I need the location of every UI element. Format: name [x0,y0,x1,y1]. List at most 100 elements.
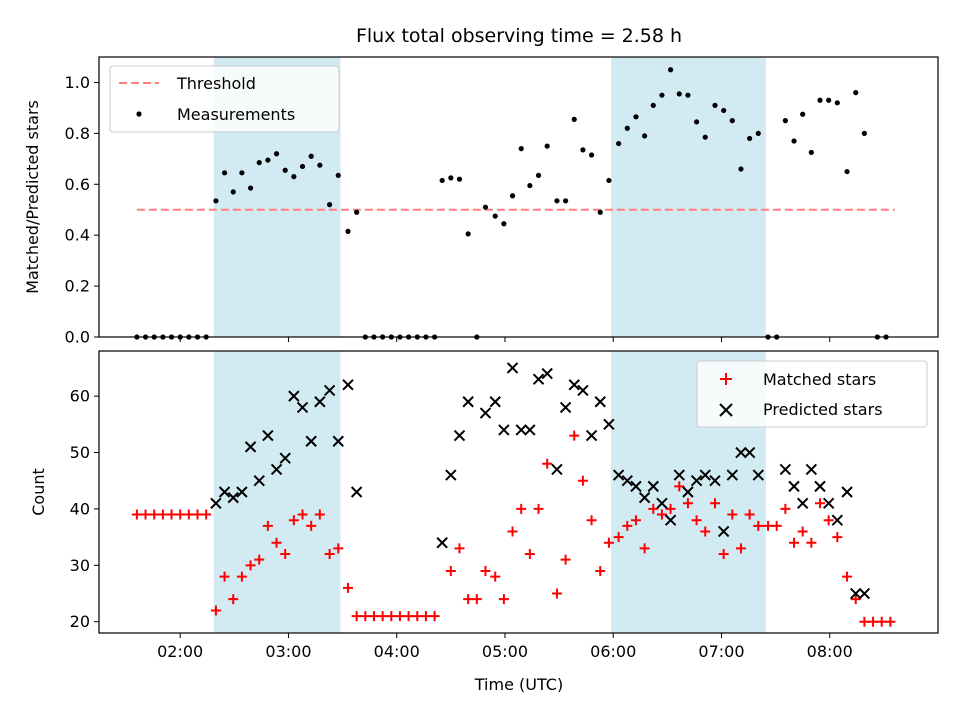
measurement-point [650,102,656,108]
matched-point [780,503,791,514]
matched-point [876,616,887,627]
measurement-point [755,130,761,136]
predicted-point [350,486,363,498]
measurement-point [606,177,612,184]
matched-point [386,611,397,622]
predicted-point [568,379,580,391]
legend-measurements-label: Measurements [177,105,295,124]
xtick-label: 03:00 [265,642,311,661]
matched-point [586,515,597,526]
matched-point [490,571,501,582]
matched-point [551,588,562,599]
bottom-legend: Matched stars Predicted stars [696,360,928,428]
matched-point [691,515,702,526]
top-ytick-label: 0.6 [65,175,90,194]
measurement-point [535,172,542,178]
measurement-point [791,138,797,144]
matched-point [254,554,265,565]
measurement-point [354,209,360,215]
measurement-point [817,97,823,103]
bottom-ytick-label: 30 [70,556,90,575]
measurement-point [738,166,744,172]
matched-point [639,543,650,554]
matched-point [507,526,518,537]
predicted-point [717,525,730,538]
predicted-point [279,452,291,464]
matched-point [533,503,544,514]
predicted-point [551,463,563,476]
predicted-point [814,480,826,493]
predicted-point [796,497,809,509]
xtick-label: 08:00 [807,642,853,661]
measurement-point [721,107,727,114]
predicted-point [524,424,536,436]
predicted-point [236,486,248,498]
legend-matched-label: Matched stars [763,370,876,389]
top-panel: 0.0 0.2 0.4 0.6 0.8 1.0 Matched/Predicted sta… [23,56,939,347]
matched-point [412,611,423,622]
bottom-ytick-label: 60 [70,387,90,406]
top-ytick-label: 0.8 [65,124,90,143]
measurement-point [685,92,691,98]
predicted-point [296,401,309,414]
bottom-ylabel: Count [29,468,48,516]
measurement-point [826,97,832,103]
matched-point [814,498,825,509]
predicted-point [436,537,448,549]
measurement-point [659,92,665,98]
measurement-point [273,151,280,157]
predicted-point [262,429,274,442]
measurement-point [456,176,463,182]
bottom-ytick-label: 40 [70,499,90,518]
matched-point [850,594,861,605]
predicted-point [453,429,466,442]
measurement-point [853,90,859,96]
legend-matched-swatch [720,373,732,385]
x-axis-label: Time (UTC) [474,675,563,694]
predicted-point [603,418,615,431]
legend-predicted-label: Predicted stars [763,400,883,419]
matched-point [394,611,405,622]
matched-point [868,616,879,627]
predicted-point [541,367,553,380]
matched-point [797,526,808,537]
matched-point [175,509,186,520]
matched-point [210,605,221,616]
matched-point [297,509,308,520]
predicted-point [577,384,589,397]
legend-measurements-swatch [136,111,142,117]
xtick-label: 04:00 [374,642,420,661]
xtick-label: 07:00 [698,642,744,661]
matched-point [219,571,230,582]
matched-point [454,543,465,554]
predicted-point [831,514,844,526]
measurement-point [518,146,524,152]
matched-point [682,498,693,509]
measurement-point [335,172,341,178]
bottom-shaded-interval [213,351,341,633]
top-ytick-label: 0.4 [65,226,90,245]
predicted-point [779,463,792,476]
predicted-point [559,401,572,414]
predicted-point [664,514,677,526]
measurement-point [308,153,314,159]
predicted-point [489,396,501,408]
matched-point [149,509,160,520]
predicted-point [305,435,317,447]
predicted-point [822,497,835,509]
matched-point [630,515,641,526]
top-shaded-interval [611,57,766,337]
top-ytick-label: 1.0 [65,73,90,92]
matched-point [806,537,817,548]
matched-point [524,549,535,560]
predicted-point [479,407,492,419]
predicted-point [699,469,711,481]
measurement-point [861,130,867,136]
measurement-point [588,152,595,158]
predicted-point [210,497,222,509]
bottom-plot-frame [98,350,939,634]
measurement-point [247,185,254,191]
measurement-point [230,189,236,195]
matched-point [516,503,527,514]
bottom-ytick-label: 50 [70,443,90,462]
